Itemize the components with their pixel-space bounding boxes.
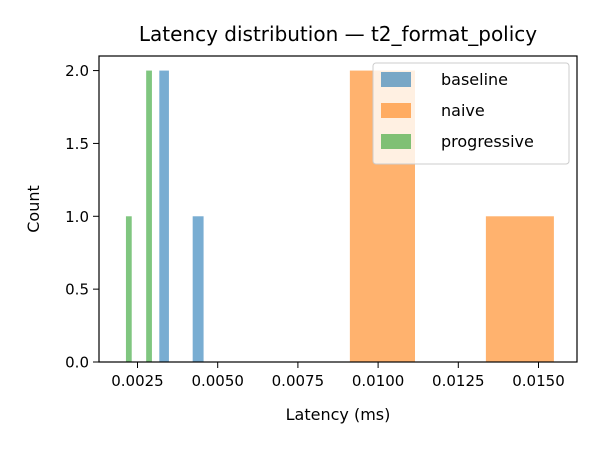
x-tick-label: 0.0025 xyxy=(111,372,164,390)
legend-box xyxy=(372,62,570,165)
x-tick-label: 0.0075 xyxy=(272,372,325,390)
bar-progressive-0 xyxy=(125,216,132,362)
x-tick-label: 0.0125 xyxy=(432,372,485,390)
y-tick-label: 1.5 xyxy=(65,135,89,153)
legend-swatch-naive xyxy=(381,103,411,118)
x-tick-label: 0.0100 xyxy=(352,372,405,390)
x-tick-label: 0.0050 xyxy=(191,372,244,390)
legend-label-progressive: progressive xyxy=(441,132,534,151)
x-tick-label: 0.0150 xyxy=(512,372,565,390)
bar-baseline-1 xyxy=(192,216,204,362)
x-axis-label: Latency (ms) xyxy=(286,405,391,424)
chart-title: Latency distribution — t2_format_policy xyxy=(139,22,537,46)
bar-naive-1 xyxy=(485,216,554,362)
y-tick-label: 0.0 xyxy=(65,354,89,372)
ticks-layer: 0.0025 0.0050 0.0075 0.0100 0.0125 0.0150 0.0 0… xyxy=(65,62,565,390)
y-tick-label: 0.5 xyxy=(65,281,89,299)
legend-label-baseline: baseline xyxy=(441,70,508,89)
y-tick-label: 1.0 xyxy=(65,208,89,226)
bar-progressive-1 xyxy=(146,70,152,363)
legend-label-naive: naive xyxy=(441,101,485,120)
legend-swatch-progressive xyxy=(381,134,411,149)
bar-baseline-0 xyxy=(159,70,169,363)
y-tick-label: 2.0 xyxy=(65,62,89,80)
y-axis-label: Count xyxy=(24,185,43,233)
legend: baseline naive progressive xyxy=(372,62,570,165)
plot-frame xyxy=(98,55,578,363)
bars-layer xyxy=(125,70,554,363)
legend-swatch-baseline xyxy=(381,72,411,87)
